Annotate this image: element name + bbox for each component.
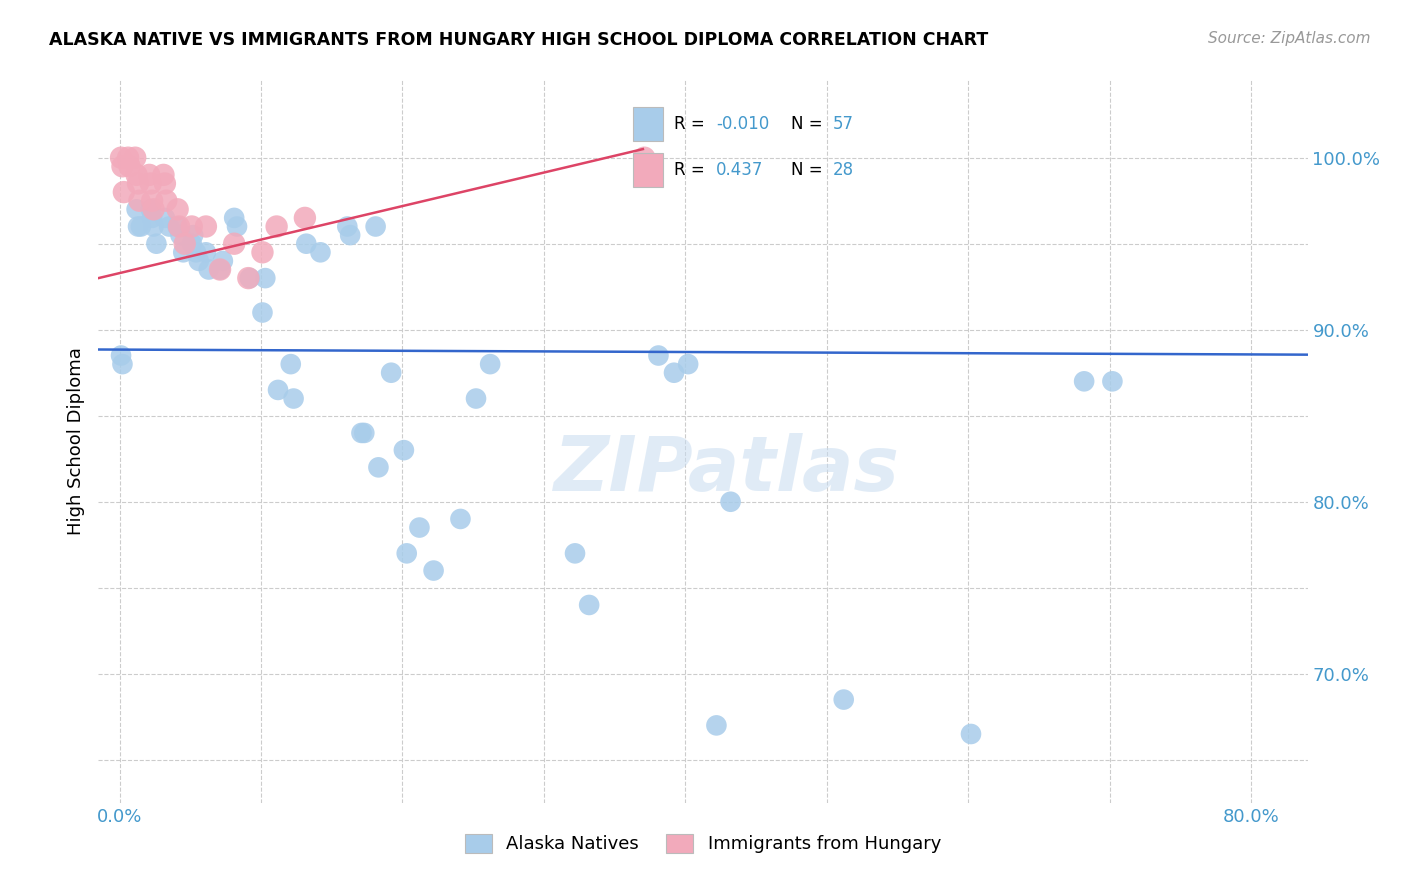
Text: Source: ZipAtlas.com: Source: ZipAtlas.com bbox=[1208, 31, 1371, 46]
Point bbox=[283, 392, 305, 406]
Point bbox=[392, 443, 415, 458]
Point bbox=[153, 211, 176, 225]
Point bbox=[173, 236, 195, 251]
Point bbox=[960, 727, 983, 741]
Point bbox=[1073, 374, 1095, 388]
Point bbox=[142, 219, 165, 234]
Point bbox=[118, 159, 141, 173]
Point bbox=[197, 262, 219, 277]
Point bbox=[127, 177, 149, 191]
Point bbox=[129, 219, 152, 234]
Point bbox=[252, 305, 274, 319]
Point bbox=[367, 460, 389, 475]
Point bbox=[187, 253, 209, 268]
Point bbox=[239, 271, 262, 285]
Point bbox=[128, 194, 150, 208]
Text: ZIPatlas: ZIPatlas bbox=[554, 434, 900, 508]
Y-axis label: High School Diploma: High School Diploma bbox=[66, 348, 84, 535]
Point bbox=[169, 228, 191, 243]
Text: ALASKA NATIVE VS IMMIGRANTS FROM HUNGARY HIGH SCHOOL DIPLOMA CORRELATION CHART: ALASKA NATIVE VS IMMIGRANTS FROM HUNGARY… bbox=[49, 31, 988, 49]
Point bbox=[633, 151, 655, 165]
Point bbox=[339, 228, 361, 243]
Point bbox=[180, 219, 202, 234]
Point bbox=[479, 357, 502, 371]
Point bbox=[194, 219, 217, 234]
Point bbox=[155, 194, 177, 208]
Point bbox=[181, 228, 204, 243]
Point bbox=[194, 245, 217, 260]
Point bbox=[111, 357, 134, 371]
Point bbox=[380, 366, 402, 380]
Point bbox=[465, 392, 488, 406]
Point bbox=[224, 236, 246, 251]
Point bbox=[209, 262, 232, 277]
Point bbox=[254, 271, 277, 285]
Point bbox=[226, 219, 249, 234]
Point bbox=[180, 236, 202, 251]
Point bbox=[408, 520, 430, 534]
Point bbox=[336, 219, 359, 234]
Point bbox=[395, 546, 418, 560]
Point bbox=[184, 245, 207, 260]
Point bbox=[172, 245, 194, 260]
Point bbox=[238, 271, 260, 285]
Point bbox=[720, 494, 742, 508]
Point bbox=[139, 177, 162, 191]
Point bbox=[110, 349, 132, 363]
Point bbox=[212, 253, 235, 268]
Point bbox=[166, 219, 188, 234]
Point bbox=[111, 159, 134, 173]
Point bbox=[252, 245, 274, 260]
Point bbox=[578, 598, 600, 612]
Point bbox=[353, 425, 375, 440]
Point bbox=[309, 245, 332, 260]
Point bbox=[280, 357, 302, 371]
Point bbox=[167, 219, 190, 234]
Point bbox=[832, 692, 855, 706]
Point bbox=[125, 202, 148, 217]
Point bbox=[145, 236, 167, 251]
Point bbox=[139, 202, 162, 217]
Point bbox=[153, 177, 176, 191]
Point bbox=[117, 151, 139, 165]
Point bbox=[1101, 374, 1123, 388]
Point bbox=[141, 194, 163, 208]
Point bbox=[138, 168, 160, 182]
Point bbox=[422, 564, 444, 578]
Point bbox=[125, 168, 148, 182]
Point bbox=[294, 211, 316, 225]
Point bbox=[647, 349, 669, 363]
Point bbox=[209, 262, 232, 277]
Point bbox=[676, 357, 699, 371]
Point bbox=[266, 219, 288, 234]
Point bbox=[157, 219, 180, 234]
Point bbox=[142, 202, 165, 217]
Point bbox=[267, 383, 290, 397]
Legend: Alaska Natives, Immigrants from Hungary: Alaska Natives, Immigrants from Hungary bbox=[456, 825, 950, 863]
Point bbox=[224, 211, 246, 225]
Point bbox=[564, 546, 586, 560]
Point bbox=[141, 211, 163, 225]
Point bbox=[110, 151, 132, 165]
Point bbox=[449, 512, 471, 526]
Point bbox=[364, 219, 387, 234]
Point bbox=[706, 718, 728, 732]
Point bbox=[350, 425, 373, 440]
Point bbox=[112, 185, 135, 199]
Point bbox=[152, 168, 174, 182]
Point bbox=[124, 151, 146, 165]
Point bbox=[127, 219, 149, 234]
Point bbox=[662, 366, 685, 380]
Point bbox=[295, 236, 318, 251]
Point bbox=[166, 202, 188, 217]
